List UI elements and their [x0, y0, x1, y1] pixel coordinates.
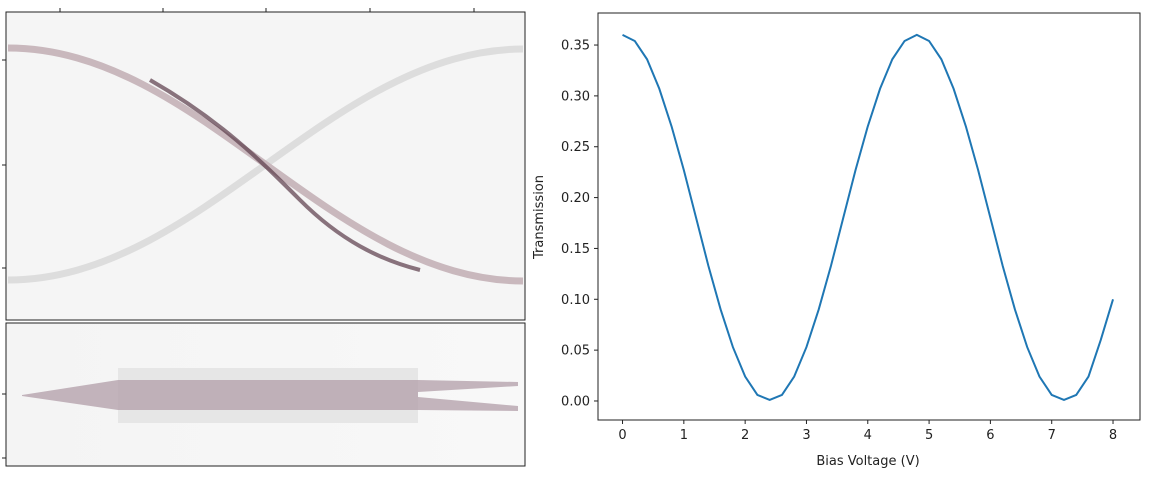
y-tick-label: 0.10 [561, 293, 590, 308]
mode [22, 380, 518, 411]
mode [149, 78, 421, 272]
axes-frame [597, 12, 1141, 421]
x-tick-label: 3 [802, 428, 810, 443]
y-tick-label: 0.30 [561, 89, 590, 104]
field-plot-top [2, 8, 526, 321]
line-series [622, 33, 1114, 402]
x-tick-label: 2 [741, 428, 749, 443]
field-plot-bottom [2, 322, 526, 467]
x-axis-label: Bias Voltage (V) [816, 454, 919, 469]
x-tick-label: 0 [618, 428, 626, 443]
y-tick-label: 0.20 [561, 191, 590, 206]
y-tick-label: 0.25 [561, 140, 590, 155]
ticks [2, 8, 475, 269]
y-tick-label: 0.05 [561, 344, 590, 359]
x-tick-label: 1 [680, 428, 688, 443]
y-axis-label: Transmission [532, 175, 547, 260]
x-tick-label: 4 [864, 428, 872, 443]
y-tick-label: 0.35 [561, 39, 590, 54]
x-tick-label: 6 [986, 428, 994, 443]
x-tick-label: 7 [1048, 428, 1056, 443]
y-tick-label: 0.00 [561, 394, 590, 409]
x-tick-label: 5 [925, 428, 933, 443]
x-tick-label: 8 [1109, 428, 1117, 443]
y-tick-label: 0.15 [561, 242, 590, 257]
